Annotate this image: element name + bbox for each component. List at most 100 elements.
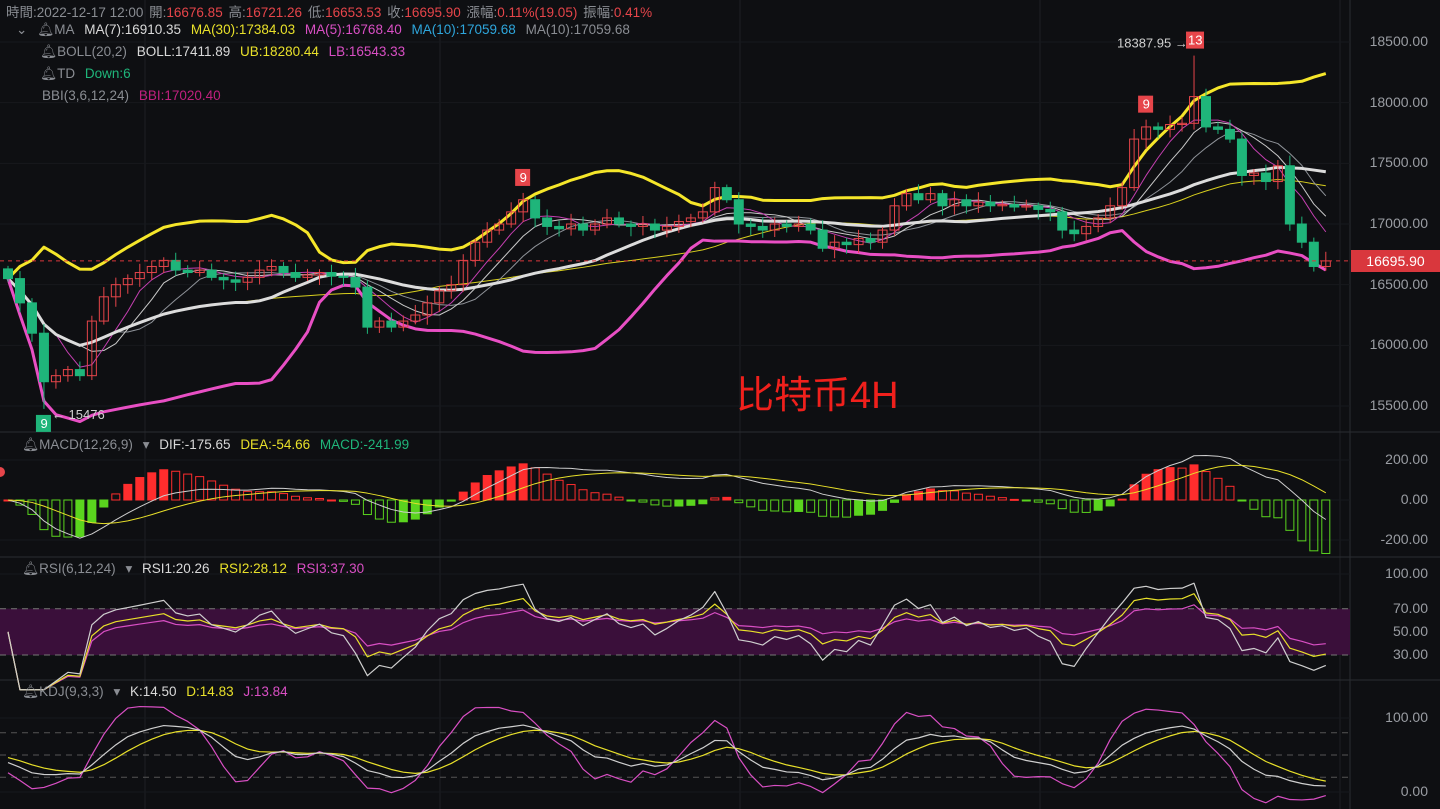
candle-body — [518, 199, 529, 213]
candle-body — [326, 272, 337, 277]
macd-histogram-bar — [626, 499, 636, 502]
macd-histogram-bar — [1177, 467, 1187, 501]
candle-body — [362, 286, 373, 328]
macd-histogram-bar — [422, 499, 432, 515]
time-value: 2022-12-17 12:00 — [36, 5, 144, 20]
candle-body — [38, 332, 49, 383]
kdj-legend[interactable]: 🔔︎KDJ(9,3,3) ▾ K:14.50 D:14.83 J:13.84 — [22, 684, 294, 700]
dropdown-caret-icon[interactable]: ▾ — [113, 684, 121, 699]
ma-legend[interactable]: ⌄ 🔔︎MA MA(7):16910.35 MA(30):17384.03 MA… — [16, 22, 636, 38]
panel-marker-dot — [0, 467, 5, 477]
candle-body — [673, 221, 684, 227]
macd-histogram-bar — [794, 499, 804, 512]
ma5-line — [7, 119, 1327, 368]
macd-histogram-bar — [303, 497, 312, 501]
alert-bell-icon[interactable]: 🔔︎ — [40, 44, 58, 59]
td-name: TD — [57, 66, 76, 81]
candle-body — [146, 265, 157, 274]
alert-bell-icon[interactable]: 🔔︎ — [37, 22, 55, 37]
macd-name: MACD(12,26,9) — [39, 437, 133, 452]
macd-histogram-bar — [183, 473, 193, 501]
macd-histogram-bar — [614, 496, 624, 501]
macd-histogram-bar — [985, 495, 995, 501]
macd-histogram-bar — [1273, 499, 1283, 519]
alert-bell-icon[interactable]: 🔔︎ — [40, 66, 58, 81]
candle-body — [877, 229, 888, 243]
macd-histogram-bar — [434, 499, 444, 508]
alert-bell-icon[interactable]: 🔔︎ — [22, 437, 40, 452]
rsi-band — [0, 608, 1350, 655]
close-label: 收: — [387, 5, 405, 20]
macd-histogram-bar — [291, 495, 301, 501]
macd-legend[interactable]: 🔔︎MACD(12,26,9) ▾ DIF:-175.65 DEA:-54.66… — [22, 437, 415, 453]
amplitude-label: 振幅: — [583, 5, 614, 20]
macd-histogram-bar — [338, 499, 348, 502]
candle-body — [3, 268, 13, 280]
y-tick-label: 70.00 — [1392, 599, 1428, 616]
macd-histogram-bar — [219, 484, 229, 501]
candle-body — [314, 272, 325, 276]
macd-histogram-bar — [734, 499, 744, 504]
candle-body — [26, 302, 37, 334]
macd-histogram-bar — [374, 499, 384, 520]
macd-histogram-bar — [326, 499, 336, 502]
candle-body — [661, 225, 672, 231]
macd-histogram-bar — [362, 499, 372, 516]
candle-body — [757, 225, 768, 231]
dropdown-caret-icon[interactable]: ▾ — [142, 437, 150, 452]
candle-body — [769, 223, 780, 231]
candle-body — [1117, 187, 1128, 207]
high-label: 高: — [228, 5, 246, 20]
macd-value: MACD:-241.99 — [319, 437, 410, 452]
macd-histogram-bar — [686, 499, 696, 506]
td-count-label: 9 — [40, 416, 47, 431]
candle-body — [1260, 172, 1271, 183]
candle-body — [1224, 128, 1235, 140]
ma5-value: MA(5):16768.40 — [304, 22, 402, 37]
candle-body — [302, 274, 313, 278]
rsi2-value: RSI2:28.12 — [219, 561, 287, 576]
candle-body — [386, 320, 397, 328]
y-tick-label: 200.00 — [1385, 451, 1428, 467]
candle-body — [949, 199, 960, 207]
macd-histogram-bar — [866, 499, 876, 515]
macd-histogram-bar — [1321, 499, 1331, 554]
dropdown-caret-icon[interactable]: ▾ — [125, 561, 133, 576]
alert-bell-icon[interactable]: 🔔︎ — [22, 561, 40, 576]
macd-histogram-bar — [135, 477, 145, 501]
td-legend[interactable]: 🔔︎TD Down:6 — [40, 66, 137, 82]
y-tick-label: -200.00 — [1380, 531, 1428, 547]
collapse-chevron-icon[interactable]: ⌄ — [16, 22, 28, 37]
boll-middle-band — [6, 165, 1327, 347]
macd-histogram-bar — [710, 497, 720, 501]
candle-body — [709, 187, 720, 213]
low-value: 16653.53 — [325, 5, 382, 20]
macd-histogram-bar — [878, 499, 888, 511]
boll-legend[interactable]: 🔔︎BOLL(20,2) BOLL:17411.89 UB:18280.44 L… — [40, 44, 411, 60]
candle-body — [985, 201, 996, 207]
macd-histogram-bar — [937, 490, 947, 501]
macd-histogram-bar — [1309, 499, 1319, 552]
amplitude-value: 0.41% — [613, 5, 653, 20]
candle-body — [374, 320, 385, 328]
candle-body — [793, 223, 804, 227]
y-tick-label: 17000.00 — [1369, 215, 1428, 231]
macd-histogram-bar — [913, 491, 923, 501]
macd-histogram-bar — [39, 499, 49, 531]
time-label: 時間: — [6, 5, 37, 20]
macd-histogram-bar — [890, 499, 900, 503]
macd-histogram-bar — [554, 479, 564, 501]
macd-histogram-bar — [925, 488, 935, 501]
bbi-legend[interactable]: BBI(3,6,12,24) BBI:17020.40 — [42, 88, 227, 103]
alert-bell-icon[interactable]: 🔔︎ — [22, 684, 40, 699]
last-price-tag: 16695.90 — [1351, 250, 1440, 272]
candle-body — [1284, 165, 1295, 225]
rsi-legend[interactable]: 🔔︎RSI(6,12,24) ▾ RSI1:20.26 RSI2:28.12 R… — [22, 561, 370, 577]
macd-histogram-bar — [147, 472, 157, 501]
dea-value: DEA:-54.66 — [240, 437, 311, 452]
macd-histogram-bar — [1297, 499, 1307, 542]
bbi-value: BBI:17020.40 — [138, 88, 221, 103]
candle-body — [542, 217, 553, 227]
candle-body — [697, 211, 708, 219]
